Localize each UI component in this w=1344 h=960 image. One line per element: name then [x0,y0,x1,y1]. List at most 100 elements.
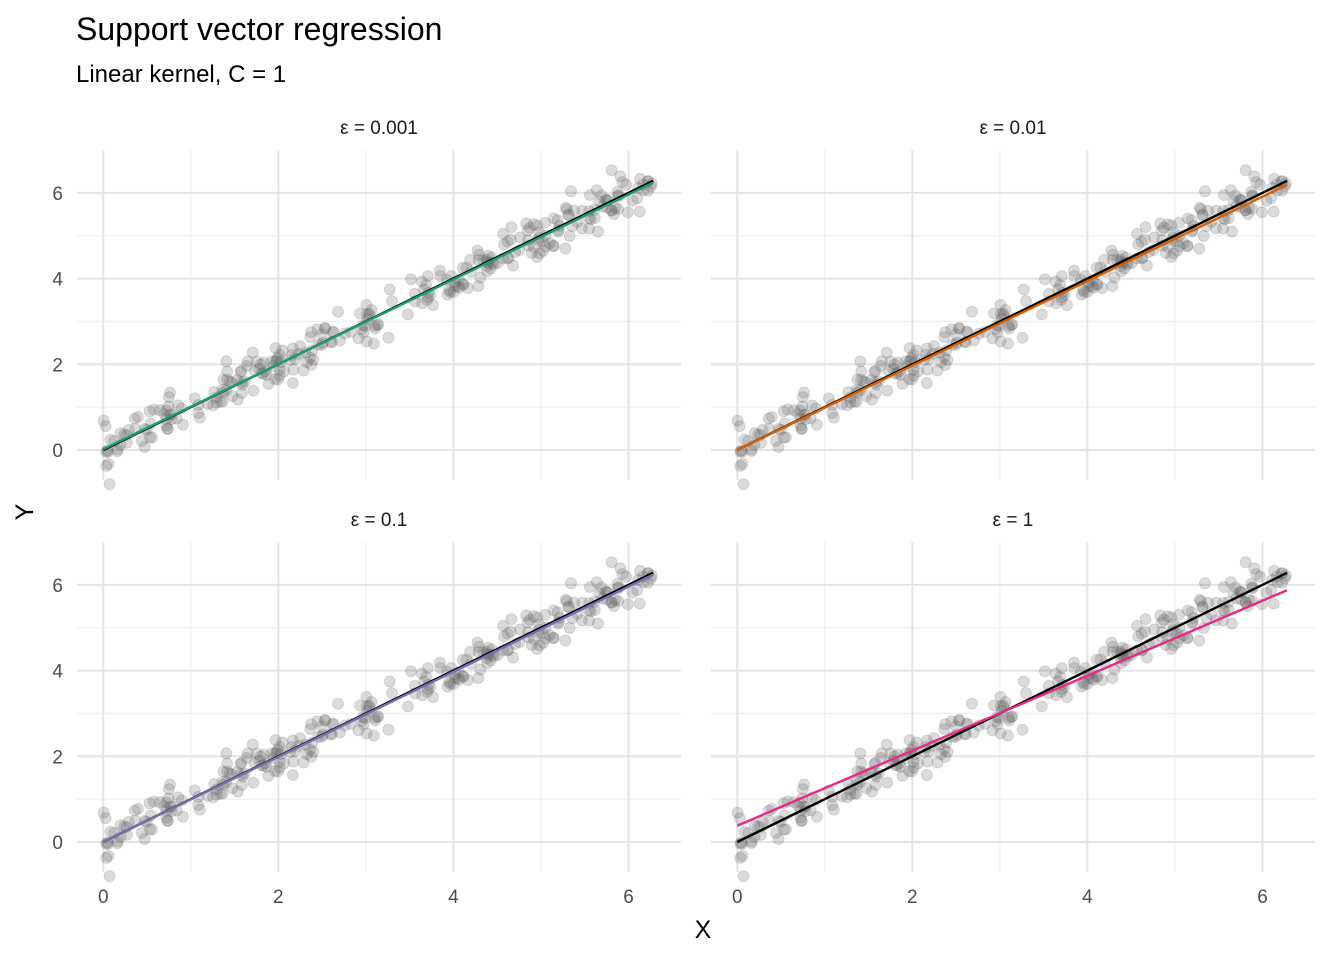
scatter-point [562,209,575,222]
scatter-point [1098,253,1111,266]
scatter-point [272,373,285,386]
scatter-point [777,431,790,444]
scatter-point [855,373,868,386]
scatter-point [543,237,556,250]
scatter-point [1075,680,1088,693]
scatter-point [240,359,253,372]
scatter-point [103,870,116,883]
scatter-point [1050,297,1063,310]
scatter-point [385,295,398,308]
scatter-point [1060,299,1073,312]
scatter-point [448,279,461,292]
scatter-point [473,248,486,261]
scatter-point [591,225,604,238]
x-tick-label: 2 [273,887,284,908]
scatter-point [736,457,749,470]
scatter-point [896,377,909,390]
scatter-point [300,748,313,761]
scatter-point [1005,711,1018,724]
scatter-point [220,747,233,760]
scatter-point [827,803,840,816]
scatter-point [1147,231,1160,244]
scatter-point [162,792,175,805]
scatter-point [907,348,920,361]
scatter-point [453,673,466,686]
scatter-point [269,765,282,778]
scatter-point [945,715,958,728]
scatter-point [575,222,588,235]
scatter-point [214,787,227,800]
scatter-point [1155,616,1168,629]
scatter-point [906,765,919,778]
scatter-point [826,406,839,419]
scatter-point [162,400,175,413]
scatter-point [762,412,775,425]
scatter-point [607,600,620,613]
facet-strip-label: ε = 0.01 [979,118,1046,139]
scatter-point [269,342,282,355]
scatter-point [543,629,556,642]
scatter-point [941,353,954,366]
scatter-point [560,203,573,216]
scatter-point [631,583,644,596]
scatter-point [250,747,263,760]
scatter-point [931,756,944,769]
scatter-point [1225,225,1238,238]
scatter-point [626,586,639,599]
scatter-point [1140,651,1153,664]
scatter-point [1035,700,1048,713]
scatter-point [357,326,370,339]
scatter-point [1017,675,1030,688]
scatter-point [605,204,618,217]
scatter-point [1155,224,1168,237]
scatter-point [99,812,112,825]
scatter-points [731,164,1292,491]
scatter-point [443,676,456,689]
scatter-point [614,170,627,183]
scatter-point [1003,714,1016,727]
scatter-point [294,340,307,353]
scatter-point [994,690,1007,703]
scatter-point [369,714,382,727]
scatter-point [888,358,901,371]
scatter-point [953,322,966,335]
scatter-point [164,386,177,399]
scatter-point [1165,611,1178,624]
scatter-point [1193,242,1206,255]
scatter-point [305,718,318,731]
scatter-point [1078,678,1091,691]
scatter-point [138,441,151,454]
scatter-points [731,556,1292,883]
scatter-point [605,596,618,609]
facet-strip-label: ε = 0.001 [340,118,418,139]
scatter-point [903,373,916,386]
scatter-point [382,723,395,736]
scatter-point [1055,270,1068,283]
scatter-point [368,319,381,332]
chart-subtitle: Linear kernel, C = 1 [76,61,286,88]
scatter-point [360,727,373,740]
scatter-point [884,355,897,368]
scatter-point [575,614,588,627]
scatter-point [114,427,127,440]
scatter-point [176,810,189,823]
scatter-point [216,787,229,800]
scatter-point [192,406,205,419]
scatter-point [1173,608,1186,621]
scatter-point [131,410,144,423]
scatter-point [231,393,244,406]
scatter-point [226,390,239,403]
scatter-point [938,723,951,736]
scatter-point [426,299,439,312]
scatter-point [953,322,966,335]
scatter-point [920,342,933,355]
scatter-point [300,356,313,369]
scatter-point [1139,613,1152,626]
scatter-point [172,791,185,804]
scatter-point [441,680,454,693]
scatter-point [1131,619,1144,632]
scatter-point [798,386,811,399]
scatter-point [453,281,466,294]
scatter-point [221,373,234,386]
scatter-point [216,395,229,408]
